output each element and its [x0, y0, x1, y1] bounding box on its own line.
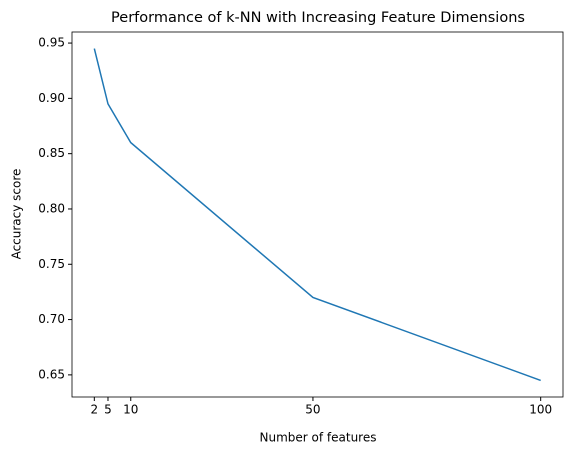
- y-tick-label: 0.70: [38, 312, 65, 326]
- x-tick-label: 5: [104, 403, 112, 417]
- x-tick-label: 10: [123, 403, 138, 417]
- y-tick-label: 0.80: [38, 201, 65, 215]
- x-axis-label: Number of features: [260, 431, 377, 445]
- y-tick-label: 0.65: [38, 367, 65, 381]
- y-axis-label: Accuracy score: [10, 169, 24, 260]
- x-tick-label: 2: [90, 403, 98, 417]
- y-tick-label: 0.95: [38, 36, 65, 50]
- x-tick-label: 50: [305, 403, 320, 417]
- chart-title: Performance of k-NN with Increasing Feat…: [111, 10, 525, 26]
- y-tick-label: 0.85: [38, 146, 65, 160]
- line: [93, 48, 541, 382]
- x-tick-label: 100: [529, 403, 552, 417]
- y-tick-label: 0.75: [38, 257, 65, 271]
- plot-frame: [71, 31, 564, 398]
- y-tick-label: 0.90: [38, 91, 65, 105]
